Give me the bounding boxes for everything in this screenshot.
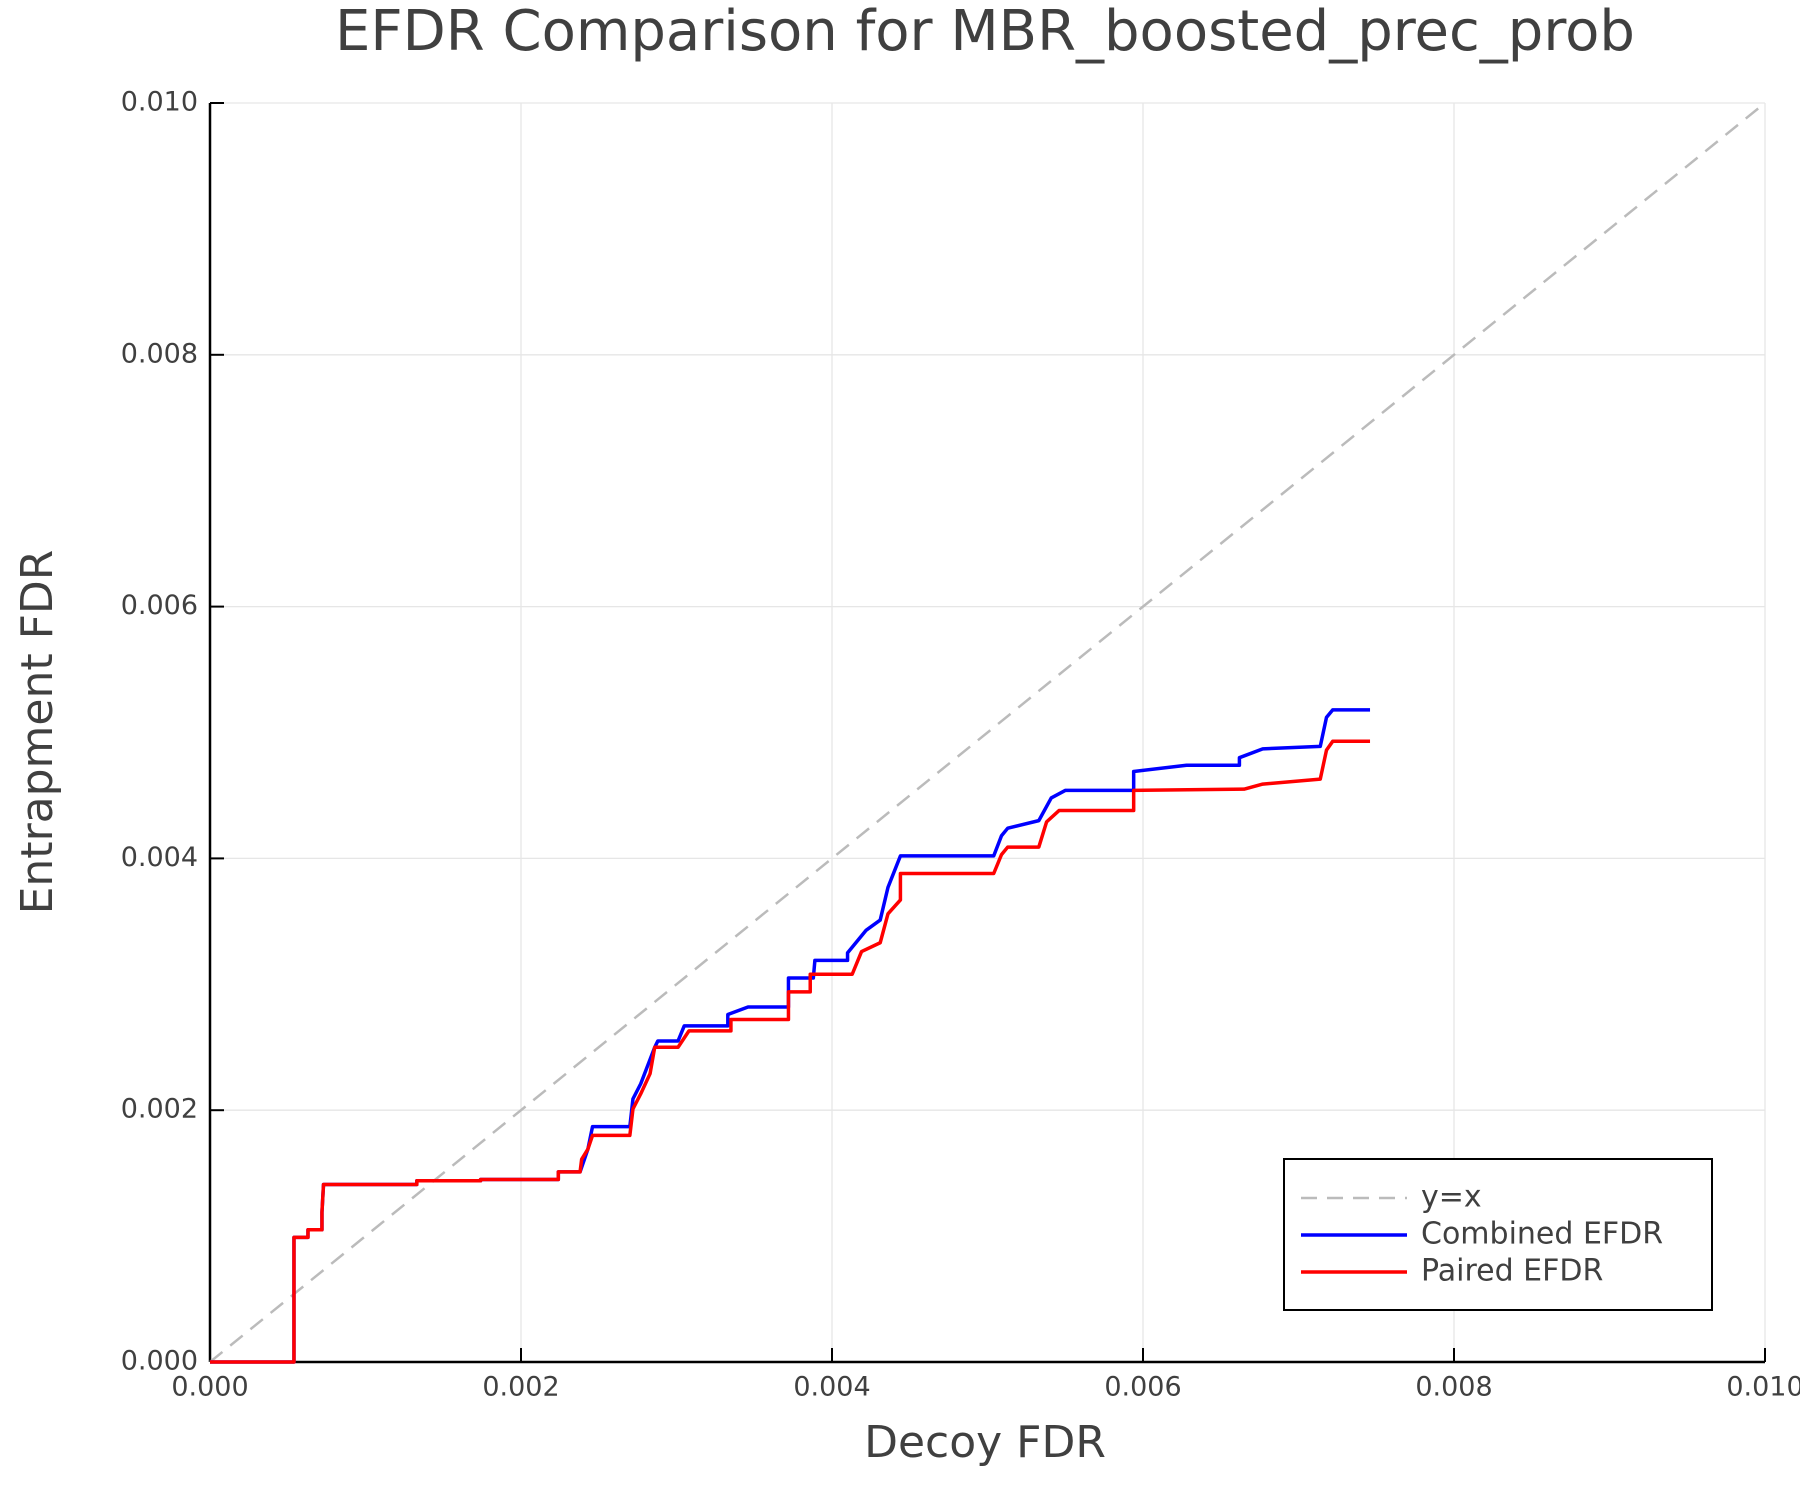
x-tick-label: 0.002 — [482, 1372, 559, 1403]
y-tick-label: 0.006 — [121, 590, 198, 621]
x-axis-label: Decoy FDR — [864, 1417, 1106, 1468]
x-tick-label: 0.000 — [171, 1372, 248, 1403]
y-tick-label: 0.000 — [121, 1346, 198, 1377]
series-line — [210, 739, 1371, 1364]
legend-label: Combined EFDR — [1421, 1217, 1663, 1252]
series-line — [209, 102, 1766, 1363]
x-tick-label: 0.006 — [1104, 1372, 1181, 1403]
y-tick-label: 0.002 — [121, 1094, 198, 1125]
legend-label: Paired EFDR — [1421, 1254, 1603, 1289]
series-line — [210, 708, 1371, 1364]
chart-title: EFDR Comparison for MBR_boosted_prec_pro… — [335, 0, 1635, 64]
y-axis-label: Entrapment FDR — [12, 550, 63, 915]
legend-label: y=x — [1421, 1180, 1482, 1215]
x-tick-label: 0.010 — [1726, 1372, 1800, 1403]
x-tick-label: 0.008 — [1415, 1372, 1492, 1403]
y-tick-label: 0.004 — [121, 842, 198, 873]
x-tick-label: 0.004 — [793, 1372, 870, 1403]
y-tick-label: 0.008 — [121, 338, 198, 369]
y-tick-label: 0.010 — [121, 87, 198, 118]
